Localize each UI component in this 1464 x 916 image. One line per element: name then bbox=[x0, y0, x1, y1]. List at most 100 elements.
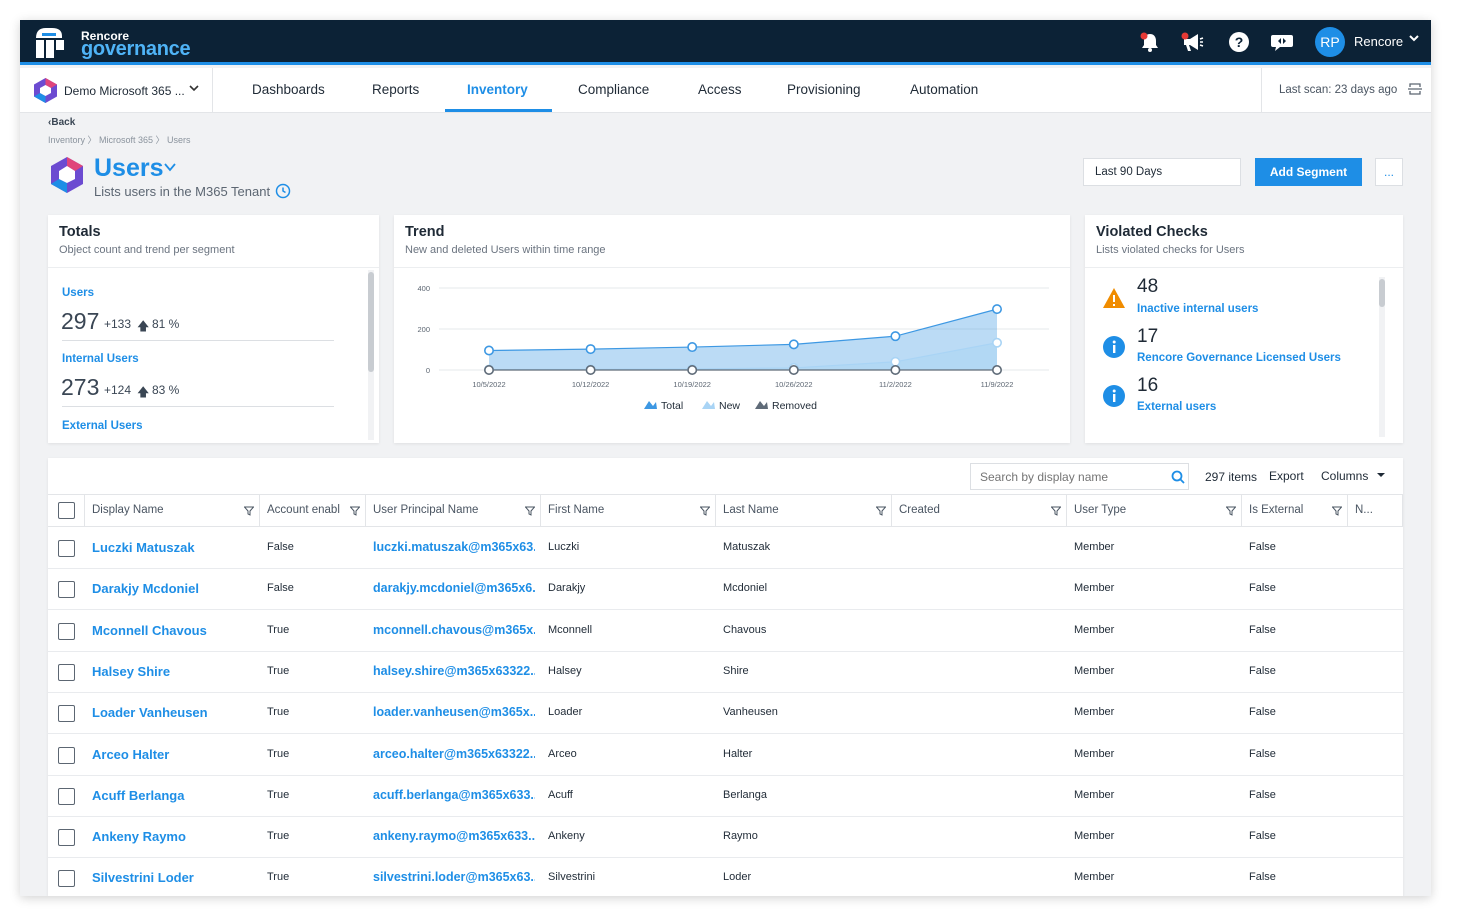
history-icon[interactable] bbox=[275, 183, 291, 199]
table-row[interactable]: Darakjy Mcdoniel False darakjy.mcdoniel@m3… bbox=[48, 569, 1403, 611]
select-all-checkbox[interactable] bbox=[58, 502, 75, 519]
th-first-name[interactable]: First Name bbox=[541, 495, 716, 526]
row-checkbox[interactable] bbox=[58, 663, 75, 681]
violated-check-licensed-users[interactable]: Rencore Governance Licensed Users bbox=[1137, 352, 1341, 364]
tab-compliance[interactable]: Compliance bbox=[578, 82, 650, 97]
violated-checks-scrollbar-thumb[interactable] bbox=[1379, 279, 1385, 307]
tab-access[interactable]: Access bbox=[698, 82, 742, 97]
user-principal-name-link[interactable]: darakjy.mcdoniel@m365x6... bbox=[373, 581, 535, 596]
display-name-link[interactable]: Luczki Matuszak bbox=[92, 540, 195, 555]
search-box[interactable] bbox=[970, 463, 1189, 490]
tab-provisioning[interactable]: Provisioning bbox=[787, 82, 861, 97]
display-name-link[interactable]: Acuff Berlanga bbox=[92, 787, 185, 803]
display-name-link[interactable]: Mconnell Chavous bbox=[92, 622, 207, 638]
filter-icon[interactable] bbox=[876, 506, 886, 516]
search-icon[interactable] bbox=[1171, 470, 1185, 484]
table-row[interactable]: Loader Vanheusen True loader.vanheusen@m36… bbox=[48, 693, 1403, 735]
table-row[interactable]: Acuff Berlanga True acuff.berlanga@m365x63… bbox=[48, 776, 1403, 817]
filter-icon[interactable] bbox=[525, 506, 535, 516]
th-created[interactable]: Created bbox=[892, 495, 1067, 526]
display-name-link[interactable]: Silvestrini Loder bbox=[92, 870, 194, 886]
row-checkbox[interactable] bbox=[58, 622, 75, 640]
help-question-icon[interactable]: ? bbox=[1226, 29, 1252, 55]
rencore-logo-icon[interactable] bbox=[32, 24, 68, 60]
table-row[interactable]: Arceo Halter True arceo.halter@m365x63322.… bbox=[48, 735, 1403, 776]
tab-inventory[interactable]: Inventory bbox=[467, 82, 528, 97]
filter-icon[interactable] bbox=[700, 506, 710, 516]
filter-icon[interactable] bbox=[1226, 506, 1236, 516]
columns-button[interactable]: Columns bbox=[1321, 469, 1369, 483]
row-checkbox[interactable] bbox=[58, 746, 75, 764]
y-tick-label: 0 bbox=[426, 366, 430, 375]
tab-dashboards[interactable]: Dashboards bbox=[252, 82, 325, 97]
table-row[interactable]: Halsey Shire True halsey.shire@m365x63322.… bbox=[48, 652, 1403, 693]
chevron-down-icon[interactable] bbox=[188, 82, 200, 97]
th-last-name[interactable]: Last Name bbox=[716, 495, 892, 526]
th-user-principal-name[interactable]: User Principal Name bbox=[366, 495, 541, 526]
user-principal-name-link[interactable]: ankeny.raymo@m365x633... bbox=[373, 829, 535, 844]
user-menu-chevron-down-icon[interactable] bbox=[1408, 32, 1420, 47]
th-display-name[interactable]: Display Name bbox=[85, 495, 260, 526]
user-avatar[interactable]: RP bbox=[1315, 27, 1345, 57]
filter-icon[interactable] bbox=[1332, 506, 1342, 516]
title-chevron-down-icon[interactable] bbox=[163, 160, 177, 177]
row-checkbox[interactable] bbox=[58, 581, 75, 599]
column-header-label: First Name bbox=[548, 504, 605, 516]
filter-icon[interactable] bbox=[350, 506, 360, 516]
export-button[interactable]: Export bbox=[1269, 469, 1304, 483]
filter-icon[interactable] bbox=[1051, 506, 1061, 516]
display-name-link[interactable]: Darakjy Mcdoniel bbox=[92, 581, 199, 597]
tab-automation[interactable]: Automation bbox=[910, 82, 979, 97]
user-principal-name-link[interactable]: mconnell.chavous@m365x... bbox=[373, 622, 535, 637]
breadcrumb[interactable]: Inventory 〉 Microsoft 365 〉 Users bbox=[48, 135, 191, 145]
th-more-columns[interactable]: N... bbox=[1348, 495, 1403, 526]
violated-checks-scrollbar[interactable] bbox=[1379, 277, 1385, 437]
row-checkbox[interactable] bbox=[58, 540, 75, 557]
th-account-enabled[interactable]: Account enabl bbox=[260, 495, 366, 526]
totals-users-label[interactable]: Users bbox=[62, 287, 94, 299]
table-row[interactable]: Luczki Matuszak False luczki.matuszak@m365… bbox=[48, 528, 1403, 569]
tenant-selector[interactable]: Demo Microsoft 365 ... bbox=[20, 68, 213, 112]
table-row[interactable]: Mconnell Chavous True mconnell.chavous@m36… bbox=[48, 611, 1403, 652]
row-checkbox[interactable] bbox=[58, 705, 75, 723]
notifications-bell-icon[interactable] bbox=[1137, 29, 1163, 55]
user-principal-name-link[interactable]: luczki.matuszak@m365x63... bbox=[373, 540, 535, 554]
totals-scrollbar-thumb[interactable] bbox=[368, 272, 374, 372]
more-options-button[interactable]: ... bbox=[1375, 158, 1403, 186]
rescan-icon[interactable] bbox=[1408, 82, 1422, 96]
add-segment-button[interactable]: Add Segment bbox=[1255, 158, 1362, 186]
date-range-select[interactable]: Last 90 Days bbox=[1083, 158, 1241, 186]
user-principal-name-link[interactable]: arceo.halter@m365x63322... bbox=[373, 746, 535, 761]
tab-reports[interactable]: Reports bbox=[372, 82, 420, 97]
filter-icon[interactable] bbox=[244, 506, 254, 516]
feedback-chat-icon[interactable] bbox=[1269, 29, 1295, 55]
th-user-type[interactable]: User Type bbox=[1067, 495, 1242, 526]
announcements-megaphone-icon[interactable] bbox=[1179, 29, 1205, 55]
table-row[interactable]: Silvestrini Loder True silvestrini.loder@m… bbox=[48, 858, 1403, 896]
display-name-link[interactable]: Ankeny Raymo bbox=[92, 829, 186, 845]
search-input[interactable] bbox=[971, 464, 1166, 489]
violated-check-external-users[interactable]: External users bbox=[1137, 401, 1217, 413]
columns-caret-down-icon[interactable] bbox=[1376, 471, 1386, 481]
back-link[interactable]: ‹Back bbox=[48, 117, 76, 128]
user-name[interactable]: Rencore bbox=[1354, 34, 1404, 49]
point-total bbox=[585, 344, 596, 355]
row-checkbox[interactable] bbox=[58, 870, 75, 888]
row-checkbox[interactable] bbox=[58, 787, 75, 805]
user-principal-name-link[interactable]: acuff.berlanga@m365x633... bbox=[373, 787, 535, 802]
totals-internal-users-label[interactable]: Internal Users bbox=[62, 353, 139, 365]
display-name-link[interactable]: Halsey Shire bbox=[92, 663, 171, 679]
trend-subtitle: New and deleted Users within time range bbox=[405, 244, 606, 256]
display-name-link[interactable]: Arceo Halter bbox=[92, 746, 170, 762]
column-header-label: Last Name bbox=[723, 504, 779, 516]
display-name-link[interactable]: Loader Vanheusen bbox=[92, 705, 208, 721]
th-is-external[interactable]: Is External bbox=[1242, 495, 1348, 526]
totals-external-users-label[interactable]: External Users bbox=[62, 420, 143, 432]
violated-check-inactive-internal-users[interactable]: Inactive internal users bbox=[1137, 303, 1259, 315]
row-checkbox[interactable] bbox=[58, 829, 75, 847]
table-row[interactable]: Ankeny Raymo True ankeny.raymo@m365x633...… bbox=[48, 817, 1403, 859]
user-principal-name-link[interactable]: silvestrini.loder@m365x63... bbox=[373, 870, 535, 885]
user-principal-name-link[interactable]: loader.vanheusen@m365x... bbox=[373, 705, 535, 720]
user-principal-name-link[interactable]: halsey.shire@m365x63322... bbox=[373, 663, 535, 678]
column-header-label: User Principal Name bbox=[373, 504, 479, 516]
